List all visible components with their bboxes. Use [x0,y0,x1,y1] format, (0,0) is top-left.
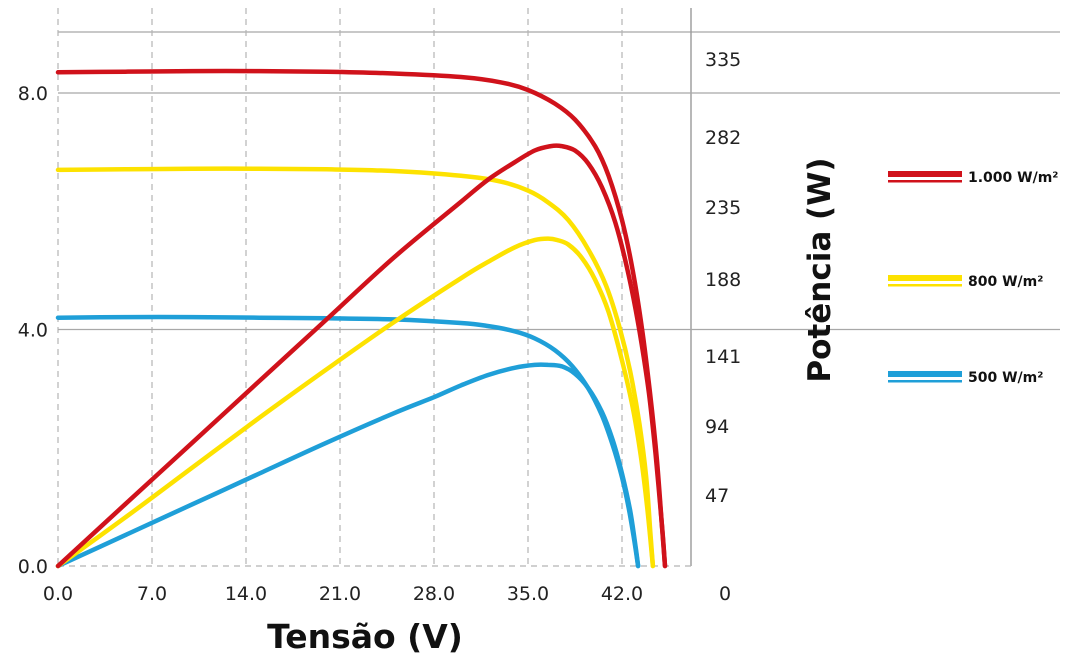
x-tick-label: 21.0 [319,583,361,605]
x-tick-label: 28.0 [413,583,455,605]
power-curve-800 [55,236,656,569]
x-tick-label: 7.0 [137,583,167,605]
series-800 [55,166,656,569]
x-tick-label: 42.0 [601,583,643,605]
legend-swatch-thin [888,380,962,383]
legend-swatch-thin [888,284,962,287]
y-left-tick-label: 4.0 [18,320,48,342]
y-left-tick-label: 0.0 [18,556,48,578]
current-curve-1000 [55,68,668,569]
legend-label: 800 W/m² [968,274,1043,290]
legend-label: 1.000 W/m² [968,170,1058,186]
series-layer [55,68,668,569]
legend: 1.000 W/m² 800 W/m² 500 W/m² [888,170,1058,386]
x-tick-label: 14.0 [225,583,267,605]
legend-swatch-thick [888,371,962,377]
y-right-tick-label: 47 [705,485,729,507]
legend-swatch-thick [888,171,962,177]
power-curve-1000 [55,143,668,569]
power-curve-500 [55,362,641,569]
legend-label: 500 W/m² [968,370,1043,386]
legend-item: 500 W/m² [888,370,1043,386]
y-right-tick-label: 335 [705,49,741,71]
legend-item: 1.000 W/m² [888,170,1058,186]
legend-swatch-thick [888,275,962,281]
x-tick-label: 35.0 [507,583,549,605]
y-right-tick-label: 94 [705,416,729,438]
y-left-tick-label: 8.0 [18,83,48,105]
y-right-tick-label: 141 [705,346,741,368]
current-curve-500 [55,314,641,569]
y-right-tick-label: 282 [705,127,741,149]
grid [57,8,1060,567]
series-1000 [55,68,668,569]
x-axis-title: Tensão (V) [267,617,463,656]
y-right-tick-label: 188 [705,269,741,291]
legend-swatch-thin [888,180,962,183]
current-curve-800 [55,166,656,569]
series-500 [55,314,641,569]
legend-item: 800 W/m² [888,274,1043,290]
y-right-tick-label: 235 [705,197,741,219]
tick-labels: 0.0 7.0 14.0 21.0 28.0 35.0 42.0 0.0 4.0 8.0 0 47 94… [18,49,741,605]
x-tick-label: 0.0 [43,583,73,605]
y-right-tick-label: 0 [719,583,731,605]
right-axis-title: Potência (W) [802,157,838,382]
